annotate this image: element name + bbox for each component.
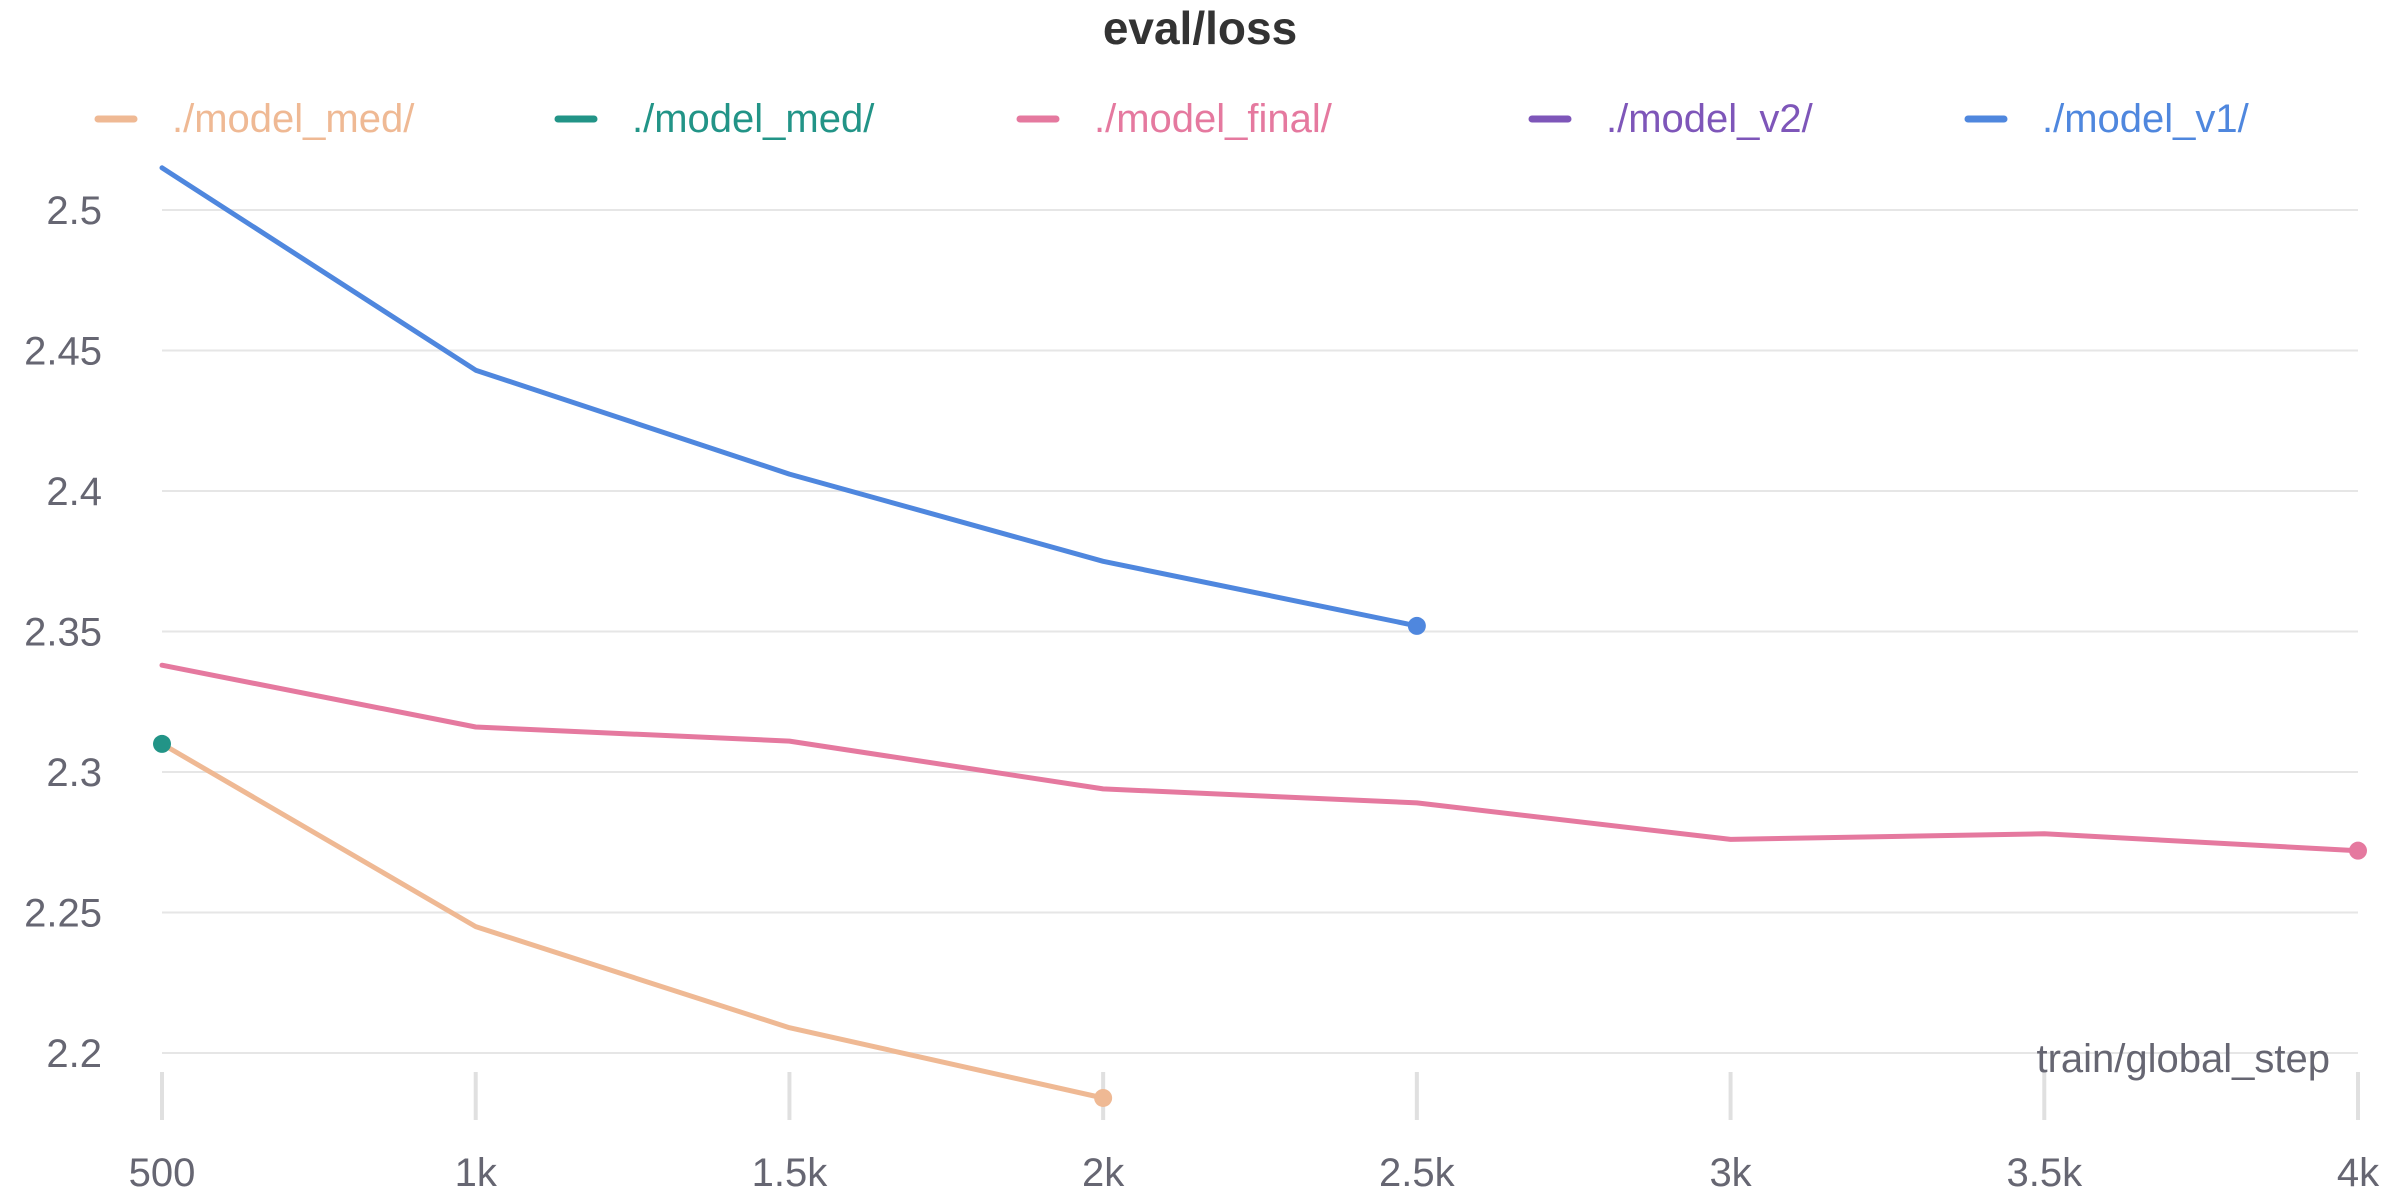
y-tick-label: 2.25 [24, 892, 102, 936]
y-tick-label: 2.45 [24, 330, 102, 374]
legend-label: ./model_final/ [1094, 97, 1333, 141]
series-end-marker [2349, 841, 2367, 860]
grid [162, 209, 2358, 1054]
legend-item[interactable]: ./model_med/ [94, 97, 415, 141]
x-tick-label: 3k [1709, 1151, 1752, 1195]
legend-item[interactable]: ./model_med/ [554, 97, 875, 141]
x-axis: 500 1k 1.5k 2k 2.5k 3k 3.5k 4k [129, 1072, 2380, 1195]
legend-label: ./model_med/ [172, 97, 415, 141]
series-line [159, 165, 1420, 629]
x-tick-label: 500 [129, 1151, 196, 1195]
series-2 [159, 662, 2367, 860]
legend-item[interactable]: ./model_v2/ [1528, 97, 1814, 141]
legend-label: ./model_v2/ [1606, 97, 1814, 141]
x-tick-label: 1.5k [752, 1151, 829, 1195]
series-1 [153, 734, 171, 753]
x-tick-label: 4k [2337, 1151, 2380, 1195]
legend-label: ./model_med/ [632, 97, 875, 141]
x-tick-label: 2k [1082, 1151, 1125, 1195]
series-0 [159, 741, 1113, 1107]
series-line [159, 662, 2361, 854]
x-axis-label: train/global_step [2036, 1037, 2330, 1081]
y-tick-label: 2.4 [46, 470, 102, 514]
chart-title: eval/loss [1103, 2, 1297, 54]
series-layer [153, 165, 2367, 1107]
y-tick-label: 2.2 [46, 1032, 102, 1076]
y-tick-label: 2.3 [46, 751, 102, 795]
series-end-marker [153, 734, 171, 753]
y-axis: 2.2 2.25 2.3 2.35 2.4 2.45 2.5 [24, 189, 102, 1076]
series-4 [159, 165, 1426, 635]
series-end-marker [1094, 1088, 1113, 1107]
legend-item[interactable]: ./model_final/ [1016, 97, 1333, 141]
series-line [159, 741, 1106, 1101]
legend-label: ./model_v1/ [2042, 97, 2250, 141]
y-tick-label: 2.35 [24, 611, 102, 655]
y-tick-label: 2.5 [46, 189, 102, 233]
x-tick-label: 3.5k [2006, 1151, 2083, 1195]
legend: ./model_med/ ./model_med/ ./model_final/ ./… [94, 97, 2250, 141]
series-end-marker [1407, 616, 1426, 635]
x-tick-label: 2.5k [1379, 1151, 1456, 1195]
legend-item[interactable]: ./model_v1/ [1964, 97, 2250, 141]
x-tick-label: 1k [455, 1151, 498, 1195]
